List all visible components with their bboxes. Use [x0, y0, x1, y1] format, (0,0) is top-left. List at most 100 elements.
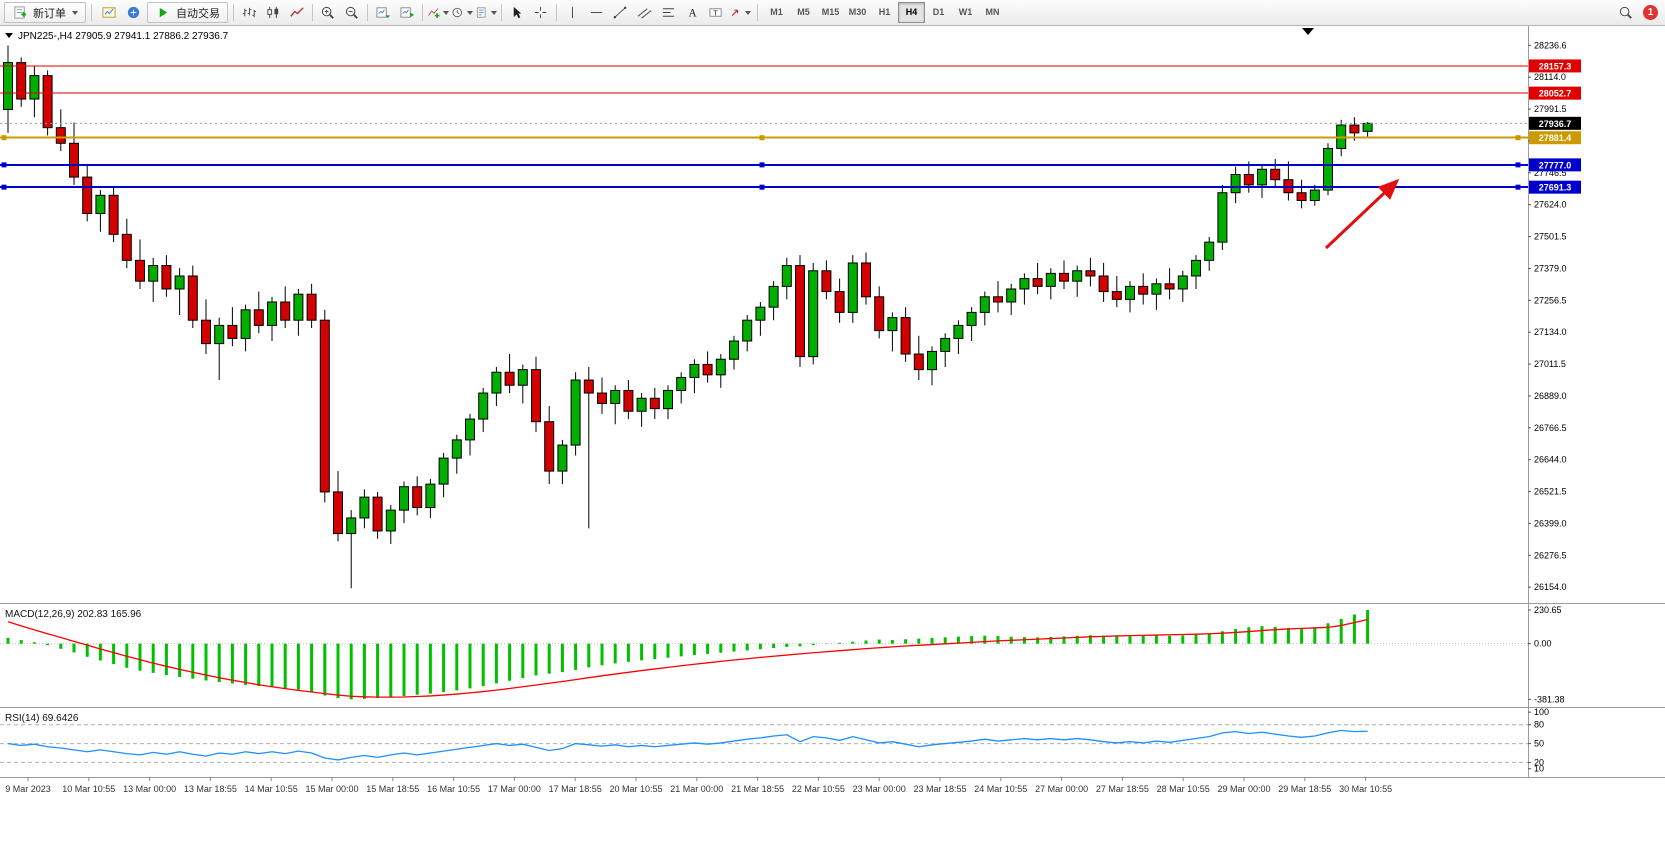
label-icon[interactable]: T: [704, 1, 728, 24]
rsi-tick-label: 100: [1534, 707, 1549, 717]
indicators-icon[interactable]: [426, 1, 450, 24]
line-handle[interactable]: [1, 184, 7, 190]
rsi-line: [7, 729, 1368, 761]
timeframe-M5-button[interactable]: M5: [797, 7, 810, 17]
candle-up: [940, 337, 951, 352]
candle-down: [108, 194, 119, 235]
candle-down: [504, 371, 515, 386]
time-axis-label: 10 Mar 10:55: [62, 784, 115, 794]
zoom-in-icon[interactable]: [316, 1, 340, 24]
line-handle[interactable]: [1515, 135, 1521, 141]
fibonacci-icon[interactable]: [656, 1, 680, 24]
price-tick-label: 26889.0: [1534, 391, 1567, 401]
timeframe-M1-button[interactable]: M1: [770, 7, 783, 17]
periods-icon[interactable]: [450, 1, 474, 24]
candle-down: [201, 319, 211, 345]
line-handle[interactable]: [1515, 184, 1521, 190]
time-axis-label: 22 Mar 10:55: [792, 784, 845, 794]
candle-up: [29, 75, 40, 100]
candle-down: [861, 262, 871, 298]
candles: [3, 45, 1373, 589]
vertical-line-icon[interactable]: [560, 1, 584, 24]
candle-down: [649, 397, 660, 410]
auto-scroll-icon[interactable]: [371, 1, 395, 24]
caret-down-icon: [491, 10, 497, 15]
line-handle[interactable]: [1, 135, 7, 141]
candle-down: [531, 369, 541, 423]
line-handle[interactable]: [759, 135, 765, 141]
candle-down: [1164, 283, 1175, 290]
price-badge: [1529, 86, 1581, 100]
candle-up: [953, 324, 964, 339]
time-axis-label: 29 Mar 00:00: [1217, 784, 1270, 794]
candle-up: [689, 363, 700, 378]
time-axis-label: 17 Mar 18:55: [549, 784, 602, 794]
price-tick-label: 26644.0: [1534, 455, 1567, 465]
price-badge: [1529, 59, 1581, 73]
candle-down: [333, 491, 343, 535]
arrows-icon[interactable]: [728, 1, 752, 24]
trendline-icon[interactable]: [608, 1, 632, 24]
candle-down: [1085, 270, 1096, 277]
svg-text:A: A: [688, 7, 697, 19]
toolbar-separator: [556, 4, 557, 21]
arrow-annotation[interactable]: [1324, 178, 1400, 250]
candle-up: [1204, 241, 1215, 261]
candle-up: [768, 285, 779, 308]
timeframe-W1-button[interactable]: W1: [958, 7, 973, 17]
candle-up: [465, 418, 475, 441]
candle-up: [966, 311, 977, 326]
candle-up: [1217, 192, 1228, 243]
candle-down: [1098, 275, 1109, 293]
zoom-out-icon[interactable]: [340, 1, 364, 24]
line-handle[interactable]: [1515, 162, 1521, 168]
price-badge-label: 27881.4: [1539, 133, 1572, 143]
notification-badge[interactable]: 1: [1643, 5, 1658, 20]
line-handle[interactable]: [759, 184, 765, 190]
timeframe-D1-button[interactable]: D1: [932, 7, 945, 17]
timeframe-H1-button[interactable]: H1: [878, 7, 891, 17]
auto-trading-button[interactable]: 自动交易: [147, 2, 228, 23]
caret-down-icon: [467, 10, 473, 15]
time-axis-label: 13 Mar 00:00: [123, 784, 176, 794]
candle-down: [1349, 124, 1360, 134]
candle-down: [227, 324, 238, 339]
rsi-tick-label: 10: [1534, 764, 1544, 774]
line-handle[interactable]: [759, 162, 765, 168]
price-tick-label: 27134.0: [1534, 327, 1567, 337]
chart-shift-icon[interactable]: [395, 1, 419, 24]
candle-up: [1177, 275, 1188, 290]
market-icon[interactable]: [121, 1, 145, 24]
macd-label: MACD(12,26,9) 202.83 165.96: [5, 609, 142, 620]
timeframe-H4-button[interactable]: H4: [898, 2, 925, 23]
candle-down: [135, 259, 145, 282]
candle-up: [1125, 285, 1135, 300]
timeframe-M15-button[interactable]: M15: [821, 7, 840, 17]
symbol-collapse-icon[interactable]: [5, 33, 13, 38]
horizontal-line-icon[interactable]: [584, 1, 608, 24]
candle-up: [359, 496, 370, 519]
new-chart-icon[interactable]: [97, 1, 121, 24]
templates-icon[interactable]: [474, 1, 498, 24]
chart-shift-marker[interactable]: [1302, 28, 1314, 35]
caret-down-icon: [443, 10, 449, 15]
channel-icon[interactable]: [632, 1, 656, 24]
crosshair-icon[interactable]: [529, 1, 553, 24]
price-tick-label: 27991.5: [1534, 104, 1567, 114]
line-chart-icon[interactable]: [285, 1, 309, 24]
candlestick-chart-icon[interactable]: [261, 1, 285, 24]
candle-down: [161, 265, 172, 290]
price-chart[interactable]: 28236.628114.027991.527869.027746.527624…: [0, 26, 1665, 846]
timeframe-M30-button[interactable]: M30: [848, 7, 867, 17]
macd-tick-label: -381.38: [1534, 694, 1565, 704]
new-order-button[interactable]: 新订单: [4, 2, 86, 23]
search-icon[interactable]: [1614, 1, 1638, 24]
bar-chart-icon[interactable]: [237, 1, 261, 24]
candle-down: [319, 319, 330, 493]
timeframe-MN-button[interactable]: MN: [985, 7, 1000, 17]
candle-up: [729, 340, 739, 360]
line-handle[interactable]: [1, 162, 7, 168]
cursor-icon[interactable]: [505, 1, 529, 24]
text-icon[interactable]: A: [680, 1, 704, 24]
time-axis-label: 17 Mar 00:00: [488, 784, 541, 794]
